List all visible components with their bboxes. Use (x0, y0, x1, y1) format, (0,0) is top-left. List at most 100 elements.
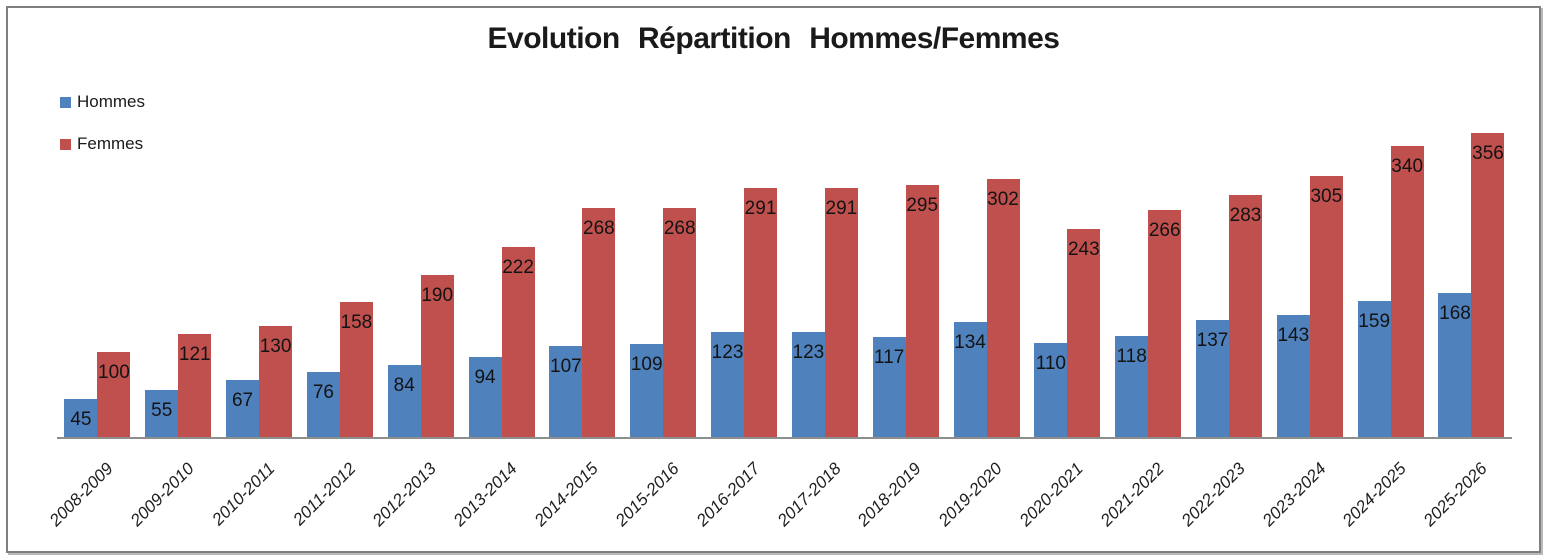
x-axis-label-2020-2021: 2020-2021 (1015, 459, 1087, 530)
chart-title: Evolution Répartition Hommes/Femmes (487, 22, 1060, 55)
category-group-2015-2016: 109 268 2015-2016 (612, 95, 704, 530)
category-group-2022-2023: 137 283 2022-2023 (1178, 95, 1270, 530)
bar-femmes-2008-2009: 100 (97, 351, 131, 437)
data-label-femmes-2011-2012: 158 (340, 311, 373, 333)
category-group-2008-2009: 45 100 2008-2009 (46, 95, 138, 530)
category-group-2016-2017: 123 291 2016-2017 (693, 95, 785, 530)
category-group-2024-2025: 159 340 2024-2025 (1339, 95, 1431, 530)
data-label-hommes-2008-2009: 45 (70, 408, 92, 430)
bar-femmes-2020-2021: 243 (1067, 229, 1101, 437)
x-axis-label-2012-2013: 2012-2013 (369, 459, 441, 530)
legend-swatch-femmes-icon (60, 138, 71, 150)
data-label-hommes-2020-2021: 110 (1035, 352, 1066, 374)
data-label-femmes-2010-2011: 130 (259, 335, 292, 357)
data-label-hommes-2009-2010: 55 (151, 399, 173, 421)
bar-femmes-2009-2010: 121 (178, 333, 212, 437)
x-axis-label-2025-2026: 2025-2026 (1420, 459, 1491, 530)
bar-femmes-2016-2017: 291 (744, 188, 778, 437)
bar-femmes-2023-2024: 305 (1309, 176, 1343, 437)
x-axis-label-2010-2011: 2010-2011 (208, 459, 279, 530)
bar-femmes-2024-2025: 340 (1390, 146, 1424, 437)
category-group-2009-2010: 55 121 2009-2010 (127, 95, 219, 530)
x-axis-label-2019-2020: 2019-2020 (935, 459, 1006, 530)
legend-label-femmes: Femmes (77, 134, 144, 153)
category-group-2020-2021: 110 243 2020-2021 (1016, 95, 1108, 530)
bar-hommes-2013-2014: 94 (468, 356, 502, 437)
bar-hommes-2023-2024: 143 (1276, 314, 1310, 437)
x-axis-label-2016-2017: 2016-2017 (692, 459, 764, 530)
data-label-hommes-2016-2017: 123 (711, 341, 744, 363)
legend: Hommes Femmes (60, 92, 145, 154)
x-axis-label-2022-2023: 2022-2023 (1177, 459, 1249, 530)
x-axis-label-2011-2012: 2011-2012 (289, 459, 360, 530)
bar-femmes-2025-2026: 356 (1471, 132, 1505, 437)
data-label-hommes-2017-2018: 123 (792, 341, 825, 363)
data-label-hommes-2015-2016: 109 (630, 353, 663, 375)
data-label-femmes-2008-2009: 100 (98, 361, 130, 383)
bar-femmes-2013-2014: 222 (501, 247, 535, 437)
data-label-hommes-2021-2022: 118 (1116, 346, 1147, 368)
data-label-femmes-2024-2025: 340 (1391, 156, 1424, 178)
data-label-hommes-2023-2024: 143 (1277, 324, 1310, 346)
bar-hommes-2021-2022: 118 (1115, 336, 1149, 437)
bar-hommes-2020-2021: 110 (1034, 342, 1068, 437)
x-axis-label-2023-2024: 2023-2024 (1258, 459, 1330, 530)
bar-hommes-2024-2025: 159 (1357, 301, 1391, 437)
data-label-hommes-2019-2020: 134 (954, 332, 986, 354)
category-group-2025-2026: 168 356 2025-2026 (1420, 95, 1512, 530)
bar-femmes-2010-2011: 130 (259, 325, 293, 437)
chart-frame: Evolution Répartition Hommes/Femmes Homm… (6, 6, 1541, 553)
bar-hommes-2008-2009: 45 (64, 398, 98, 437)
data-label-femmes-2012-2013: 190 (421, 284, 454, 306)
x-axis-label-2014-2015: 2014-2015 (530, 459, 602, 530)
x-axis-label-2015-2016: 2015-2016 (611, 459, 683, 530)
bar-hommes-2010-2011: 67 (226, 379, 260, 437)
bar-femmes-2011-2012: 158 (339, 301, 373, 437)
legend-swatch-hommes-icon (60, 96, 71, 108)
data-label-femmes-2022-2023: 283 (1229, 205, 1262, 227)
bar-femmes-2012-2013: 190 (420, 274, 454, 437)
category-group-2010-2011: 67 130 2010-2011 (208, 95, 300, 529)
x-axis-label-2017-2018: 2017-2018 (773, 459, 845, 530)
category-group-2011-2012: 76 158 2011-2012 (289, 95, 380, 529)
bar-femmes-2018-2019: 295 (905, 184, 939, 437)
x-axis-label-2008-2009: 2008-2009 (45, 459, 117, 530)
data-label-hommes-2010-2011: 67 (231, 389, 254, 411)
plot-area: 45 100 2008-2009 55 121 2009-2010 67 130 2010-20… (46, 95, 1512, 530)
data-label-femmes-2016-2017: 291 (744, 198, 777, 220)
bar-hommes-2012-2013: 84 (387, 365, 421, 437)
x-axis-label-2021-2022: 2021-2022 (1096, 459, 1168, 530)
category-group-2023-2024: 143 305 2023-2024 (1258, 95, 1350, 530)
legend-label-hommes: Hommes (77, 92, 146, 111)
data-label-hommes-2018-2019: 117 (874, 346, 905, 368)
category-group-2012-2013: 84 190 2012-2013 (369, 95, 461, 530)
bar-hommes-2017-2018: 123 (791, 331, 825, 437)
data-label-femmes-2020-2021: 243 (1067, 239, 1100, 261)
category-group-2017-2018: 123 291 2017-2018 (773, 95, 865, 530)
bar-femmes-2014-2015: 268 (582, 207, 616, 437)
bar-hommes-2011-2012: 76 (306, 372, 340, 437)
legend-item-femmes: Femmes (60, 134, 145, 154)
data-label-hommes-2014-2015: 107 (550, 355, 582, 377)
x-axis-label-2013-2014: 2013-2014 (450, 459, 521, 530)
data-label-femmes-2018-2019: 295 (906, 194, 939, 216)
category-group-2019-2020: 134 302 2019-2020 (935, 95, 1027, 530)
bar-hommes-2019-2020: 134 (953, 322, 987, 437)
data-label-hommes-2013-2014: 94 (474, 366, 496, 388)
data-label-hommes-2022-2023: 137 (1196, 329, 1229, 351)
data-label-femmes-2017-2018: 291 (825, 198, 858, 220)
category-group-2021-2022: 118 266 2021-2022 (1097, 95, 1189, 530)
data-label-hommes-2024-2025: 159 (1358, 311, 1391, 333)
category-group-2013-2014: 94 222 2013-2014 (450, 95, 542, 530)
bar-hommes-2016-2017: 123 (711, 331, 745, 437)
bar-hommes-2025-2026: 168 (1438, 293, 1472, 437)
bar-femmes-2015-2016: 268 (663, 207, 697, 437)
data-label-femmes-2019-2020: 302 (987, 188, 1019, 210)
category-group-2018-2019: 117 295 2018-2019 (854, 95, 946, 530)
data-label-femmes-2025-2026: 356 (1472, 142, 1504, 164)
x-axis-label-2009-2010: 2009-2010 (126, 459, 198, 530)
data-label-femmes-2023-2024: 305 (1310, 186, 1343, 208)
data-label-hommes-2012-2013: 84 (393, 375, 415, 397)
data-label-femmes-2014-2015: 268 (583, 217, 615, 239)
